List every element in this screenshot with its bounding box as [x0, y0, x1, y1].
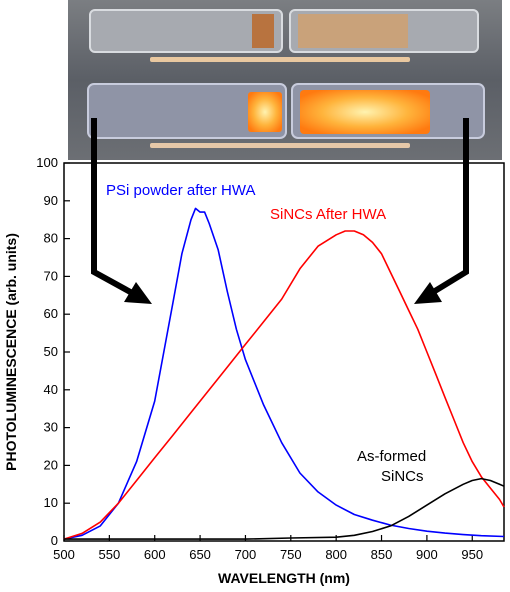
annotation-psi-powder: PSi powder after HWA: [106, 182, 256, 199]
x-tick-label: 600: [144, 547, 166, 562]
sample-photo: [68, 0, 502, 160]
annotation-as-formed: As-formed: [357, 448, 426, 465]
x-tick-label: 550: [99, 547, 121, 562]
series-layer: [63, 207, 505, 540]
y-tick-label: 30: [44, 420, 58, 435]
y-tick-label: 70: [44, 268, 58, 283]
x-tick-label: 950: [461, 547, 483, 562]
sample-tray-glowing-icon: [87, 83, 485, 148]
y-tick-label: 50: [44, 344, 58, 359]
x-tick-label: 750: [280, 547, 302, 562]
y-tick-label: 0: [51, 533, 58, 548]
series-line-0: [63, 207, 505, 540]
y-tick-label: 100: [36, 155, 58, 170]
x-tick-label: 850: [371, 547, 393, 562]
x-tick-label: 700: [235, 547, 257, 562]
y-tick-label: 60: [44, 306, 58, 321]
y-tick-label: 20: [44, 457, 58, 472]
y-axis: 0 10 20 30 40 50 60 70 80 90 100: [36, 155, 70, 548]
y-tick-label: 10: [44, 495, 58, 510]
sample-tray-top-icon: [89, 9, 479, 62]
x-axis-title: WAVELENGTH (nm): [218, 570, 350, 586]
arrow-left-icon: [91, 118, 152, 304]
y-tick-label: 40: [44, 382, 58, 397]
plot-frame: [63, 162, 505, 542]
series-line-1: [63, 230, 505, 540]
series-line-2: [64, 477, 505, 540]
annotation-sincs-after-hwa: SiNCs After HWA: [270, 206, 386, 223]
y-axis-title: PHOTOLUMINESCENCE (arb. units): [3, 233, 19, 471]
y-tick-label: 90: [44, 193, 58, 208]
x-tick-label: 500: [53, 547, 75, 562]
x-tick-label: 900: [416, 547, 438, 562]
x-axis: 500 550 600 650 700 750 800 850 900 950: [53, 535, 483, 562]
arrow-right-icon: [414, 118, 469, 304]
x-tick-label: 650: [189, 547, 211, 562]
y-tick-label: 80: [44, 231, 58, 246]
annotation-sincs: SiNCs: [381, 468, 424, 485]
x-tick-label: 800: [325, 547, 347, 562]
